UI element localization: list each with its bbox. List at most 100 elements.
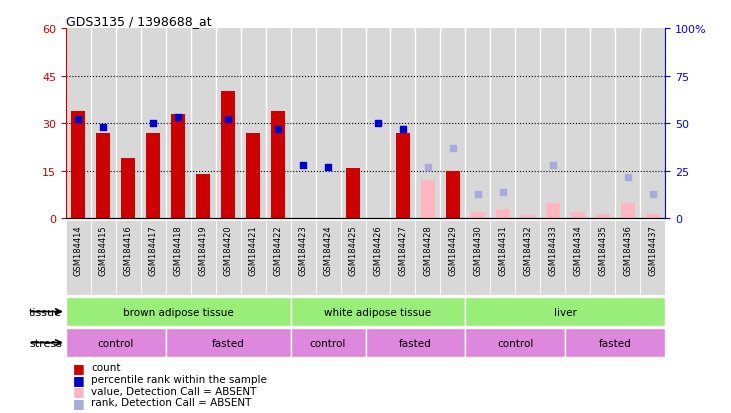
Bar bbox=[515, 221, 540, 295]
Text: tissue: tissue bbox=[29, 307, 62, 317]
Text: GSM184415: GSM184415 bbox=[99, 225, 107, 275]
Text: GSM184425: GSM184425 bbox=[349, 225, 357, 275]
Text: GSM184421: GSM184421 bbox=[249, 225, 257, 275]
Point bbox=[497, 189, 509, 196]
Bar bbox=[640, 29, 665, 219]
Text: fasted: fasted bbox=[599, 338, 632, 348]
Point bbox=[173, 115, 184, 121]
Bar bbox=[621, 203, 635, 219]
Text: ■: ■ bbox=[73, 396, 85, 409]
Bar bbox=[491, 221, 515, 295]
Bar bbox=[191, 221, 216, 295]
Bar bbox=[571, 213, 585, 219]
Bar bbox=[540, 221, 565, 295]
Bar bbox=[290, 297, 466, 326]
Text: fasted: fasted bbox=[212, 338, 244, 348]
Text: ■: ■ bbox=[73, 361, 85, 374]
Text: GSM184418: GSM184418 bbox=[174, 225, 183, 275]
Bar bbox=[421, 181, 435, 219]
Point bbox=[322, 164, 334, 171]
Point bbox=[622, 174, 634, 180]
Text: brown adipose tissue: brown adipose tissue bbox=[123, 307, 234, 317]
Point bbox=[272, 126, 284, 133]
Point bbox=[547, 162, 558, 169]
Bar bbox=[466, 221, 491, 295]
Text: GDS3135 / 1398688_at: GDS3135 / 1398688_at bbox=[66, 15, 211, 28]
Text: control: control bbox=[310, 338, 346, 348]
Point bbox=[447, 145, 459, 152]
Bar bbox=[240, 221, 265, 295]
Bar bbox=[341, 221, 366, 295]
Bar bbox=[290, 221, 316, 295]
Bar bbox=[66, 328, 166, 357]
Bar bbox=[115, 221, 140, 295]
Text: GSM184416: GSM184416 bbox=[124, 225, 133, 275]
Bar bbox=[346, 168, 360, 219]
Point bbox=[148, 121, 159, 127]
Bar bbox=[316, 221, 341, 295]
Bar bbox=[121, 159, 135, 219]
Bar bbox=[446, 171, 460, 219]
Bar bbox=[66, 297, 290, 326]
Text: count: count bbox=[91, 363, 121, 373]
Text: GSM184420: GSM184420 bbox=[224, 225, 232, 275]
Bar bbox=[616, 221, 640, 295]
Bar bbox=[366, 29, 390, 219]
Bar bbox=[565, 328, 665, 357]
Bar bbox=[216, 29, 240, 219]
Bar bbox=[197, 175, 210, 219]
Bar bbox=[140, 29, 166, 219]
Bar bbox=[91, 221, 115, 295]
Text: control: control bbox=[497, 338, 534, 348]
Text: GSM184427: GSM184427 bbox=[398, 225, 407, 275]
Bar bbox=[616, 29, 640, 219]
Point bbox=[422, 164, 433, 171]
Point bbox=[397, 126, 409, 133]
Text: GSM184432: GSM184432 bbox=[523, 225, 532, 275]
Bar bbox=[596, 214, 610, 219]
Bar bbox=[221, 92, 235, 219]
Bar bbox=[591, 221, 616, 295]
Point bbox=[72, 117, 84, 123]
Text: white adipose tissue: white adipose tissue bbox=[325, 307, 431, 317]
Bar bbox=[471, 213, 485, 219]
Text: GSM184423: GSM184423 bbox=[298, 225, 308, 275]
Point bbox=[222, 117, 234, 123]
Bar bbox=[96, 133, 110, 219]
Text: rank, Detection Call = ABSENT: rank, Detection Call = ABSENT bbox=[91, 397, 251, 407]
Text: GSM184428: GSM184428 bbox=[423, 225, 433, 275]
Bar bbox=[265, 221, 290, 295]
Bar bbox=[540, 29, 565, 219]
Bar bbox=[390, 29, 415, 219]
Bar bbox=[640, 221, 665, 295]
Bar bbox=[216, 221, 240, 295]
Bar bbox=[66, 221, 91, 295]
Bar bbox=[466, 328, 565, 357]
Text: GSM184422: GSM184422 bbox=[273, 225, 283, 275]
Bar bbox=[415, 221, 440, 295]
Bar bbox=[166, 328, 290, 357]
Bar bbox=[271, 111, 285, 219]
Bar bbox=[366, 221, 390, 295]
Bar bbox=[565, 221, 590, 295]
Bar bbox=[146, 133, 160, 219]
Text: fasted: fasted bbox=[399, 338, 432, 348]
Bar bbox=[316, 29, 341, 219]
Text: liver: liver bbox=[554, 307, 577, 317]
Bar bbox=[440, 29, 466, 219]
Bar bbox=[546, 203, 560, 219]
Bar bbox=[466, 29, 491, 219]
Text: percentile rank within the sample: percentile rank within the sample bbox=[91, 374, 268, 384]
Text: GSM184419: GSM184419 bbox=[199, 225, 208, 275]
Bar bbox=[515, 29, 540, 219]
Text: GSM184437: GSM184437 bbox=[648, 225, 657, 275]
Text: stress: stress bbox=[29, 338, 62, 348]
Text: control: control bbox=[97, 338, 134, 348]
Bar bbox=[491, 29, 515, 219]
Bar bbox=[72, 111, 85, 219]
Bar bbox=[290, 328, 366, 357]
Bar bbox=[366, 328, 466, 357]
Bar bbox=[171, 114, 185, 219]
Point bbox=[97, 124, 109, 131]
Text: GSM184431: GSM184431 bbox=[499, 225, 507, 275]
